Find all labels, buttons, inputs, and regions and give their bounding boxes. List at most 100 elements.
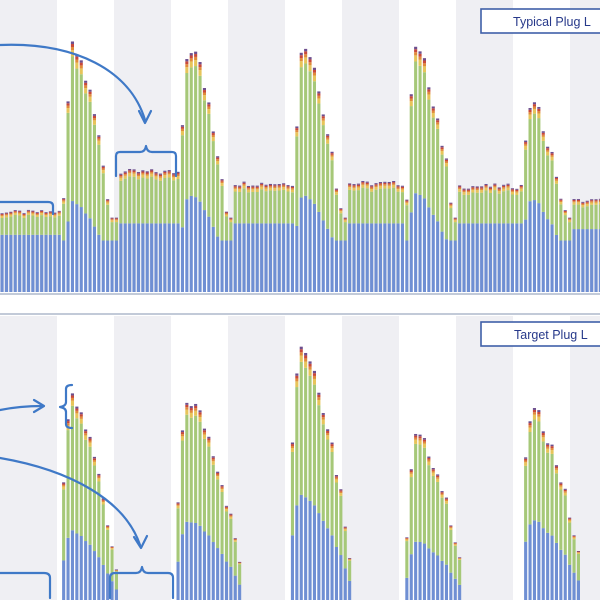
top-bar-upper-segment xyxy=(449,205,453,209)
top-bar-red-segment xyxy=(150,170,154,172)
bottom-bar-upper-segment xyxy=(449,528,453,530)
top-bar-base-segment xyxy=(66,221,70,292)
top-bar-red-segment xyxy=(40,211,44,213)
top-bar-upper-segment xyxy=(185,67,189,74)
top-bar-orange-segment xyxy=(550,155,554,157)
top-bar-mid-segment xyxy=(321,125,325,221)
bottom-bar-mid-segment xyxy=(180,440,184,535)
top-bar-upper-segment xyxy=(502,188,506,192)
top-bar xyxy=(224,211,228,292)
top-bar-orange-segment xyxy=(198,67,202,71)
top-bar-purple-segment xyxy=(145,171,149,173)
top-bar-mid-segment xyxy=(365,188,369,224)
top-bar-base-segment xyxy=(330,237,334,292)
bottom-bar-mid-segment xyxy=(92,465,96,552)
top-bar-purple-segment xyxy=(528,108,532,110)
top-bar xyxy=(590,199,594,292)
bottom-bar-upper-segment xyxy=(312,378,316,385)
top-bar-upper-segment xyxy=(475,190,479,193)
bottom-bar xyxy=(84,429,88,600)
top-bar-orange-segment xyxy=(568,219,572,221)
bottom-bar-upper-segment xyxy=(114,570,118,572)
top-bar-red-segment xyxy=(308,59,312,63)
bottom-bar-red-segment xyxy=(211,457,215,460)
top-bar-base-segment xyxy=(242,223,246,292)
bottom-bar-red-segment xyxy=(194,405,198,409)
top-bar-purple-segment xyxy=(594,199,598,201)
bottom-bar-mid-segment xyxy=(176,508,180,562)
top-bar xyxy=(502,184,506,292)
top-bar-orange-segment xyxy=(339,210,343,212)
bottom-bar xyxy=(440,491,444,600)
bottom-bar-orange-segment xyxy=(339,491,343,494)
top-bar-red-segment xyxy=(427,89,431,92)
top-bar xyxy=(585,200,589,292)
top-bar-orange-segment xyxy=(290,188,294,190)
top-bar-base-segment xyxy=(546,219,550,292)
bottom-bar-mid-segment xyxy=(414,443,418,542)
top-bar-upper-segment xyxy=(106,202,110,205)
top-bar-mid-segment xyxy=(422,72,426,199)
top-bar-mid-segment xyxy=(106,204,110,241)
bottom-bar-upper-segment xyxy=(185,409,189,415)
bottom-bar-purple-segment xyxy=(418,434,422,437)
bottom-bar-mid-segment xyxy=(62,489,66,561)
top-bar-red-segment xyxy=(506,184,510,187)
top-bar-base-segment xyxy=(198,201,202,292)
top-bar-purple-segment xyxy=(9,211,13,213)
bottom-bar-mid-segment xyxy=(405,541,409,578)
top-bar-base-segment xyxy=(189,195,193,292)
top-bar-upper-segment xyxy=(176,176,180,180)
top-bar-base-segment xyxy=(304,195,308,292)
bottom-bar xyxy=(532,408,536,600)
top-bar-purple-segment xyxy=(216,156,220,158)
top-bar-purple-segment xyxy=(484,183,488,186)
top-bar-orange-segment xyxy=(4,214,8,216)
top-bar-orange-segment xyxy=(361,183,365,185)
bottom-bar-base-segment xyxy=(563,554,567,600)
top-bar-mid-segment xyxy=(515,195,519,224)
top-bar xyxy=(594,199,598,292)
top-bar-base-segment xyxy=(497,223,501,292)
bottom-bar-upper-segment xyxy=(233,540,237,542)
bottom-bar-purple-segment xyxy=(216,471,220,473)
top-bar-upper-segment xyxy=(409,101,413,107)
bottom-bar-orange-segment xyxy=(189,410,193,413)
bottom-bars xyxy=(62,346,580,600)
top-bar-purple-segment xyxy=(458,185,462,187)
top-bar-mid-segment xyxy=(466,194,470,224)
bottom-bar-purple-segment xyxy=(101,498,105,500)
top-bar xyxy=(242,181,246,292)
top-bar-red-segment xyxy=(66,103,70,106)
top-bar-base-segment xyxy=(343,240,347,292)
top-bar-red-segment xyxy=(9,212,13,214)
top-bar-base-segment xyxy=(163,223,167,292)
top-bar-base-segment xyxy=(167,223,171,292)
top-bar-upper-segment xyxy=(488,190,492,194)
top-bar-mid-segment xyxy=(167,177,171,224)
top-bar-purple-segment xyxy=(418,51,422,54)
top-bar xyxy=(506,183,510,292)
bottom-bar-mid-segment xyxy=(449,529,453,573)
bottom-bar-purple-segment xyxy=(189,406,193,409)
top-bar-red-segment xyxy=(365,182,369,185)
top-bar-red-segment xyxy=(35,212,39,214)
bottom-legend: Target Plug L xyxy=(480,321,600,347)
top-bar-orange-segment xyxy=(524,143,528,146)
top-bar-mid-segment xyxy=(427,99,431,208)
top-bar xyxy=(462,188,466,292)
top-bar-orange-segment xyxy=(22,214,26,216)
top-bar-base-segment xyxy=(207,216,211,292)
top-bar-red-segment xyxy=(484,185,488,187)
bottom-bar-red-segment xyxy=(405,537,409,539)
top-bar-orange-segment xyxy=(581,203,585,206)
top-bar-purple-segment xyxy=(374,183,378,185)
top-bar-mid-segment xyxy=(224,216,228,241)
top-bar-mid-segment xyxy=(392,187,396,224)
top-bar xyxy=(251,185,255,292)
bottom-bar-purple-segment xyxy=(405,537,409,538)
bottom-bar xyxy=(185,402,189,600)
bottom-bar-orange-segment xyxy=(444,499,448,502)
top-bar-upper-segment xyxy=(598,202,600,205)
bottom-bar-red-segment xyxy=(233,538,237,540)
